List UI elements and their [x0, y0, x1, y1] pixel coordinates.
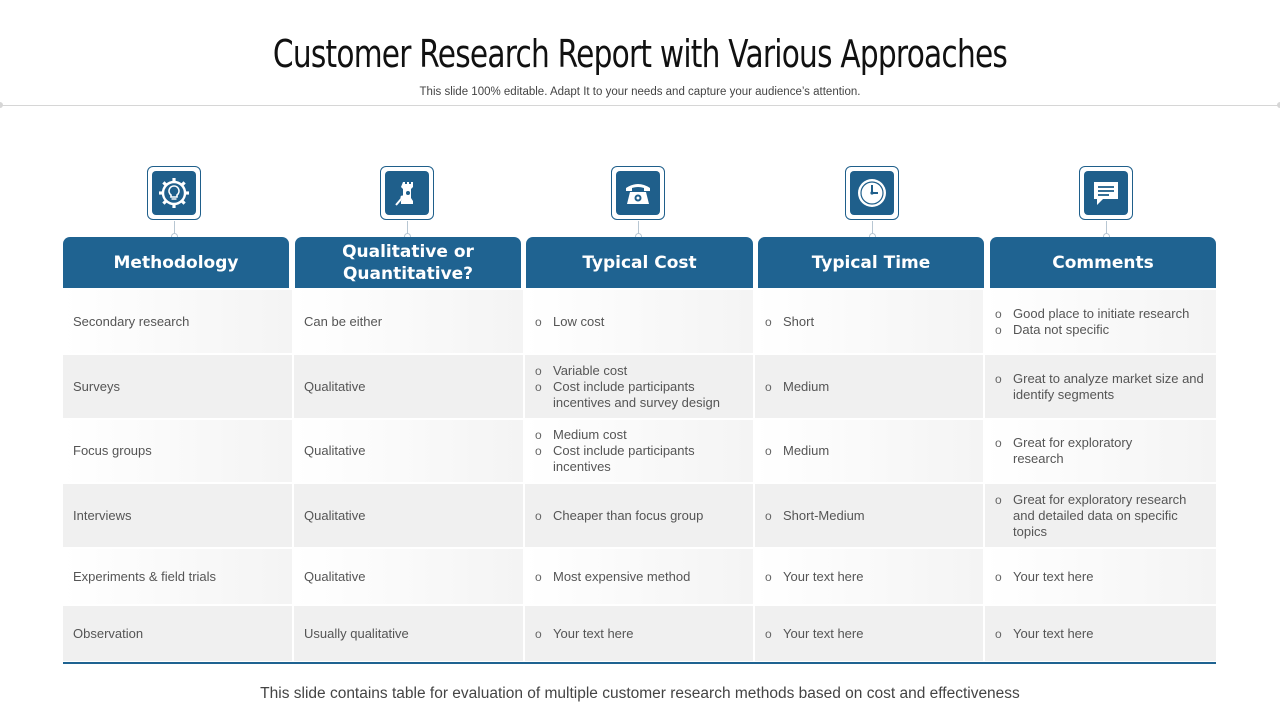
cell-comments: Good place to initiate research Data not… — [985, 290, 1216, 355]
cell-time: Your text here — [755, 606, 985, 663]
list-item: Variable cost — [535, 363, 745, 379]
list-item: Short — [765, 314, 814, 330]
cell-methodology: Observation — [63, 606, 294, 663]
telephone-icon — [611, 166, 665, 220]
cell-comments: Great for exploratory research and detai… — [985, 484, 1216, 549]
slide-subtitle: This slide 100% editable. Adapt It to yo… — [419, 86, 861, 98]
chat-bubble-icon — [1079, 166, 1133, 220]
table-row: Focus groups Qualitative Medium cost Cos… — [63, 420, 1216, 484]
list-item: Great for exploratory research — [995, 435, 1175, 467]
cell-methodology: Secondary research — [63, 290, 294, 355]
cell-type: Qualitative — [294, 420, 525, 484]
cell-type: Can be either — [294, 290, 525, 355]
cell-methodology: Focus groups — [63, 420, 294, 484]
icon-connector — [638, 221, 639, 235]
cell-methodology: Experiments & field trials — [63, 549, 294, 606]
icon-connector — [872, 221, 873, 235]
cell-cost: Variable cost Cost include participants … — [525, 355, 755, 420]
table-row: Secondary research Can be either Low cos… — [63, 290, 1216, 355]
cell-type: Qualitative — [294, 355, 525, 420]
cell-cost: Low cost — [525, 290, 755, 355]
divider-dot-left — [0, 102, 3, 108]
cell-type: Usually qualitative — [294, 606, 525, 663]
cell-comments: Your text here — [985, 606, 1216, 663]
list-item: Great to analyze market size and identif… — [995, 371, 1210, 403]
clock-icon — [845, 166, 899, 220]
cell-time: Your text here — [755, 549, 985, 606]
list-item: Great for exploratory research and detai… — [995, 492, 1210, 540]
header-typical-time: Typical Time — [758, 237, 984, 288]
list-item: Your text here — [995, 569, 1093, 585]
header-comments: Comments — [990, 237, 1216, 288]
cell-type: Qualitative — [294, 484, 525, 549]
list-item: Your text here — [995, 626, 1093, 642]
cell-cost: Most expensive method — [525, 549, 755, 606]
cell-cost: Medium cost Cost include participants in… — [525, 420, 755, 484]
list-item: Cost include participants incentives and… — [535, 379, 745, 411]
cell-type: Qualitative — [294, 549, 525, 606]
list-item: Short-Medium — [765, 508, 865, 524]
header-qualitative-quantitative: Qualitative or Quantitative? — [295, 237, 521, 288]
list-item: Medium — [765, 443, 829, 459]
slide-title: Customer Research Report with Various Ap… — [272, 32, 1008, 76]
icon-connector — [407, 221, 408, 235]
table-row: Surveys Qualitative Variable cost Cost i… — [63, 355, 1216, 420]
cell-comments: Great for exploratory research — [985, 420, 1216, 484]
header-methodology: Methodology — [63, 237, 289, 288]
list-item: Low cost — [535, 314, 604, 330]
title-divider — [0, 105, 1280, 106]
cell-time: Medium — [755, 420, 985, 484]
cell-time: Short-Medium — [755, 484, 985, 549]
cell-comments: Your text here — [985, 549, 1216, 606]
list-item: Medium cost — [535, 427, 725, 443]
cell-cost: Cheaper than focus group — [525, 484, 755, 549]
list-item: Your text here — [765, 569, 863, 585]
list-item: Good place to initiate research — [995, 306, 1195, 322]
table-row: Experiments & field trials Qualitative M… — [63, 549, 1216, 606]
chess-rook-icon — [380, 166, 434, 220]
cell-comments: Great to analyze market size and identif… — [985, 355, 1216, 420]
cell-time: Short — [755, 290, 985, 355]
table-bottom-border — [63, 662, 1216, 664]
list-item: Most expensive method — [535, 569, 745, 585]
list-item: Your text here — [535, 626, 633, 642]
list-item: Medium — [765, 379, 829, 395]
cell-methodology: Surveys — [63, 355, 294, 420]
table-row: Observation Usually qualitative Your tex… — [63, 606, 1216, 663]
icon-connector — [174, 221, 175, 235]
cell-cost: Your text here — [525, 606, 755, 663]
icon-connector — [1106, 221, 1107, 235]
table-row: Interviews Qualitative Cheaper than focu… — [63, 484, 1216, 549]
divider-dot-right — [1277, 102, 1280, 108]
list-item: Data not specific — [995, 322, 1195, 338]
cell-methodology: Interviews — [63, 484, 294, 549]
list-item: Cost include participants incentives — [535, 443, 725, 475]
gear-lightbulb-icon — [147, 166, 201, 220]
list-item: Cheaper than focus group — [535, 508, 745, 524]
slide-footer-note: This slide contains table for evaluation… — [260, 685, 1020, 702]
list-item: Your text here — [765, 626, 863, 642]
cell-time: Medium — [755, 355, 985, 420]
header-typical-cost: Typical Cost — [526, 237, 753, 288]
